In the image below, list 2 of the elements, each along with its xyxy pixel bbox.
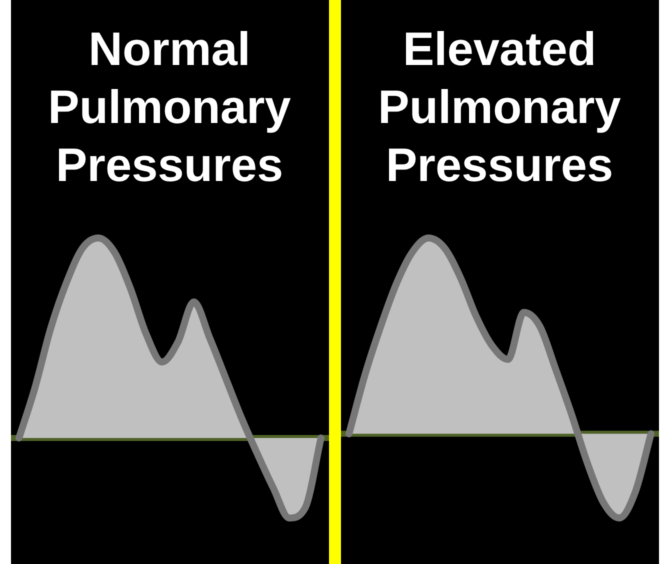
chart-title: Normal Pulmonary Pressures	[47, 21, 292, 193]
chart-title: Elevated Pulmonary Pressures	[377, 21, 622, 193]
